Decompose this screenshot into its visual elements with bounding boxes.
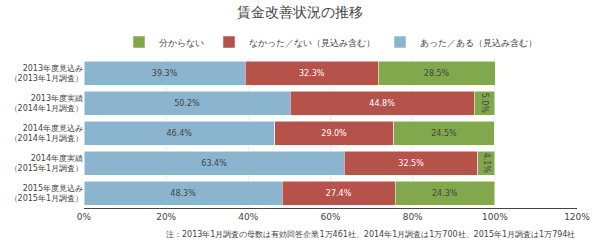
svg-text:44.8%: 44.8% <box>369 99 395 108</box>
svg-text:40%: 40% <box>238 212 258 222</box>
svg-text:24.5%: 24.5% <box>431 129 457 138</box>
svg-text:5.0%: 5.0% <box>480 93 489 114</box>
svg-text:63.4%: 63.4% <box>201 159 227 168</box>
svg-text:32.5%: 32.5% <box>398 159 424 168</box>
svg-text:20%: 20% <box>156 212 176 222</box>
svg-text:2014年度見込み（2014年1月調査）: 2014年度見込み（2014年1月調査） <box>10 124 83 143</box>
svg-text:39.3%: 39.3% <box>152 69 178 78</box>
svg-text:2013年度実績（2014年1月調査）: 2013年度実績（2014年1月調査） <box>10 94 83 113</box>
svg-text:2015年度見込み（2015年1月調査）: 2015年度見込み（2015年1月調査） <box>10 184 83 203</box>
svg-text:48.3%: 48.3% <box>170 189 196 198</box>
svg-text:0%: 0% <box>77 212 92 222</box>
svg-text:28.5%: 28.5% <box>424 69 450 78</box>
svg-text:2014年度実績（2015年1月調査）: 2014年度実績（2015年1月調査） <box>10 154 83 173</box>
svg-text:分からない: 分からない <box>159 38 204 48</box>
svg-text:賃金改善状況の推移: 賃金改善状況の推移 <box>237 4 363 20</box>
svg-text:29.0%: 29.0% <box>321 129 347 138</box>
svg-text:50.2%: 50.2% <box>174 99 200 108</box>
svg-text:4.1%: 4.1% <box>482 153 491 174</box>
svg-text:2013年度見込み（2013年1月調査）: 2013年度見込み（2013年1月調査） <box>10 64 83 83</box>
svg-text:46.4%: 46.4% <box>166 129 192 138</box>
svg-text:あった／ある（見込み含む）: あった／ある（見込み含む） <box>420 38 537 48</box>
svg-text:100%: 100% <box>482 212 508 222</box>
svg-text:120%: 120% <box>564 212 590 222</box>
svg-text:60%: 60% <box>320 212 340 222</box>
svg-text:80%: 80% <box>403 212 423 222</box>
svg-text:注：2013年1月調査の母数は有効回答企業1万461社、20: 注：2013年1月調査の母数は有効回答企業1万461社、2014年1月調査は1万… <box>166 230 575 239</box>
svg-text:32.3%: 32.3% <box>299 69 325 78</box>
svg-text:27.4%: 27.4% <box>326 189 352 198</box>
svg-text:24.3%: 24.3% <box>432 189 458 198</box>
svg-text:なかった／ない（見込み含む）: なかった／ない（見込み含む） <box>249 38 375 48</box>
